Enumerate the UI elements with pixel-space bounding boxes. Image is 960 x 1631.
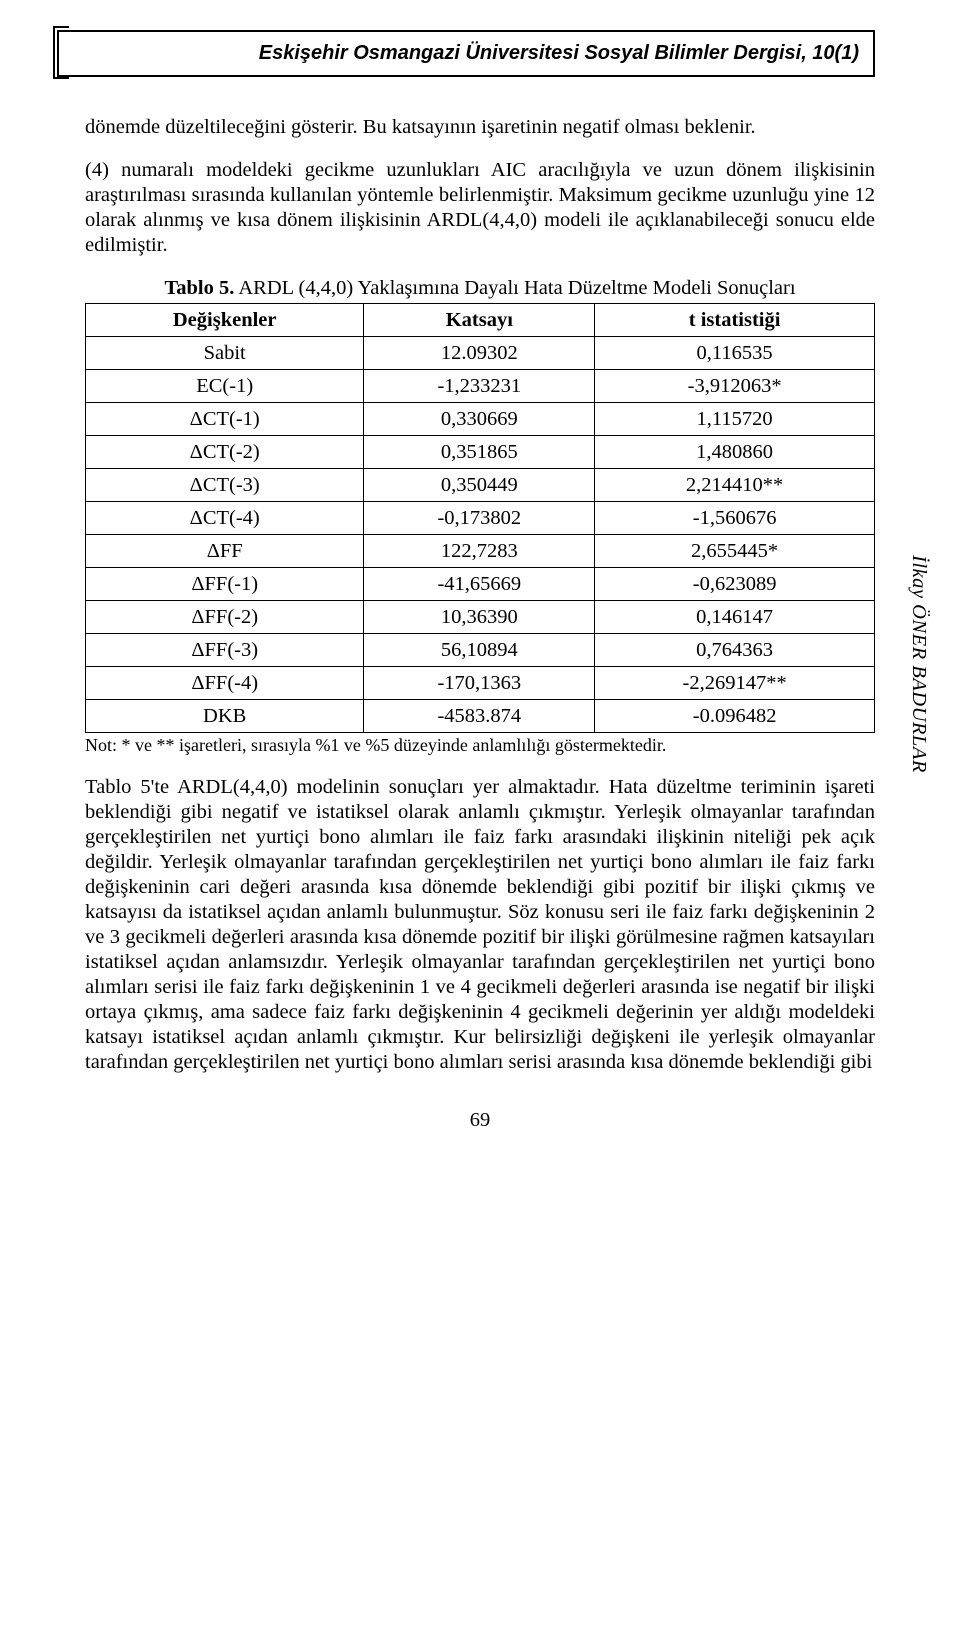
- table-title-rest: ARDL (4,4,0) Yaklaşımına Dayalı Hata Düz…: [234, 277, 795, 299]
- table-header-row: Değişkenler Katsayı t istatistiği: [86, 304, 875, 337]
- table-row: ΔCT(-1)0,3306691,115720: [86, 403, 875, 436]
- table-row: EC(-1)-1,233231-3,912063*: [86, 370, 875, 403]
- page: Eskişehir Osmangazi Üniversitesi Sosyal …: [0, 0, 960, 1172]
- paragraph-1: dönemde düzeltileceğini gösterir. Bu kat…: [85, 115, 875, 140]
- table-row: ΔFF(-2)10,363900,146147: [86, 601, 875, 634]
- journal-title: Eskişehir Osmangazi Üniversitesi Sosyal …: [73, 42, 859, 65]
- table-row: ΔCT(-2)0,3518651,480860: [86, 436, 875, 469]
- table-row: ΔFF(-3)56,108940,764363: [86, 634, 875, 667]
- journal-header-frame: Eskişehir Osmangazi Üniversitesi Sosyal …: [57, 30, 875, 77]
- paragraph-2: (4) numaralı modeldeki gecikme uzunlukla…: [85, 158, 875, 258]
- table-body: Sabit12.093020,116535 EC(-1)-1,233231-3,…: [86, 337, 875, 733]
- page-number: 69: [85, 1109, 875, 1132]
- col-header-coefficient: Katsayı: [364, 304, 595, 337]
- ardl-results-table: Değişkenler Katsayı t istatistiği Sabit1…: [85, 303, 875, 733]
- table-row: ΔFF(-4)-170,1363-2,269147**: [86, 667, 875, 700]
- col-header-tstat: t istatistiği: [595, 304, 875, 337]
- table-title-label: Tablo 5.: [164, 277, 234, 299]
- table-row: ΔFF122,72832,655445*: [86, 535, 875, 568]
- table-title: Tablo 5. ARDL (4,4,0) Yaklaşımına Dayalı…: [85, 276, 875, 301]
- table-row: ΔFF(-1)-41,65669-0,623089: [86, 568, 875, 601]
- body-text: dönemde düzeltileceğini gösterir. Bu kat…: [85, 115, 875, 1075]
- side-author-name: İlkay ÖNER BADURLAR: [907, 555, 930, 773]
- table-row: DKB-4583.874-0.096482: [86, 700, 875, 733]
- table-row: ΔCT(-4)-0,173802-1,560676: [86, 502, 875, 535]
- table-row: ΔCT(-3)0,3504492,214410**: [86, 469, 875, 502]
- paragraph-3: Tablo 5'te ARDL(4,4,0) modelinin sonuçla…: [85, 775, 875, 1075]
- header-shadow-decoration: [53, 26, 69, 79]
- table-row: Sabit12.093020,116535: [86, 337, 875, 370]
- table-footnote: Not: * ve ** işaretleri, sırasıyla %1 ve…: [85, 735, 875, 757]
- col-header-variable: Değişkenler: [86, 304, 364, 337]
